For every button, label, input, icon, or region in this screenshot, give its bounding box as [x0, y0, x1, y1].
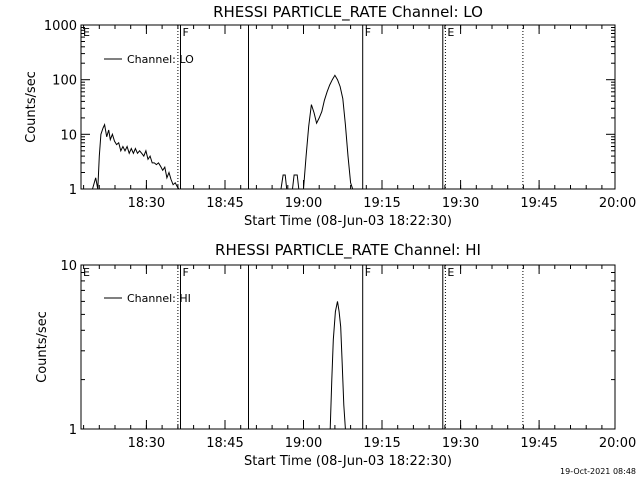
lo-marker-label-6: E — [447, 26, 454, 39]
lo-ylabel: Counts/sec — [24, 71, 39, 143]
lo-ytick-label-0: 1 — [69, 183, 77, 198]
lo-series — [92, 74, 354, 190]
lo-marker-label-4: F — [365, 26, 371, 39]
lo-series-line-0 — [92, 123, 180, 190]
lo-ytick-label-3: 1000 — [44, 19, 77, 34]
hi-panel: RHESSI PARTICLE_RATE Channel: HI E F F E 18… — [35, 241, 636, 469]
hi-ylabel: Counts/sec — [35, 311, 50, 383]
lo-panel: RHESSI PARTICLE_RATE Channel: LO E F F E 18… — [24, 3, 636, 229]
lo-xtick-label-6: 20:00 — [599, 196, 636, 211]
lo-title: RHESSI PARTICLE_RATE Channel: LO — [213, 3, 483, 22]
hi-marker-label-4: F — [365, 266, 371, 279]
hi-legend: Channel: HI — [104, 292, 191, 305]
hi-title: RHESSI PARTICLE_RATE Channel: HI — [215, 241, 481, 260]
hi-marker-label-2: F — [183, 266, 189, 279]
hi-plot-frame — [80, 264, 616, 430]
lo-series-line-1 — [279, 174, 289, 190]
lo-legend-label: Channel: LO — [127, 53, 194, 66]
hi-series-line-0 — [329, 301, 346, 430]
hi-xtick-label-2: 19:00 — [285, 436, 322, 451]
lo-plot-frame — [80, 24, 616, 190]
lo-xtick-label-2: 19:00 — [285, 196, 322, 211]
lo-xtick-label-4: 19:30 — [442, 196, 479, 211]
hi-series — [329, 301, 346, 430]
hi-xtick-label-5: 19:45 — [520, 436, 557, 451]
hi-ytick-label-1: 10 — [60, 259, 77, 274]
hi-xtick-label-4: 19:30 — [442, 436, 479, 451]
lo-xlabel: Start Time (08-Jun-03 18:22:30) — [244, 214, 452, 229]
hi-marker-label-0: E — [83, 266, 90, 279]
lo-xtick-label-0: 18:30 — [128, 196, 165, 211]
lo-legend: Channel: LO — [104, 53, 194, 66]
hi-xtick-label-0: 18:30 — [128, 436, 165, 451]
hi-xtick-label-6: 20:00 — [599, 436, 636, 451]
hi-legend-label: Channel: HI — [127, 292, 191, 305]
timestamp-stamp: 19-Oct-2021 08:48 — [560, 467, 636, 476]
hi-ytick-label-0: 1 — [69, 423, 77, 438]
lo-marker-label-0: E — [83, 26, 90, 39]
lo-xtick-label-3: 19:15 — [363, 196, 400, 211]
hi-xtick-label-1: 18:45 — [206, 436, 243, 451]
lo-ytick-label-2: 100 — [52, 74, 77, 89]
lo-ticks: 18:30 18:45 19:00 19:15 19:30 19:45 20:00 1 10 10… — [44, 19, 636, 211]
hi-xtick-label-3: 19:15 — [363, 436, 400, 451]
hi-marker-label-6: E — [447, 266, 454, 279]
lo-series-line-2 — [292, 174, 300, 190]
hi-xlabel: Start Time (08-Jun-03 18:22:30) — [244, 454, 452, 469]
hi-ticks: 18:30 18:45 19:00 19:15 19:30 19:45 20:00 1 10 — [60, 259, 636, 451]
lo-marker-label-2: F — [183, 26, 189, 39]
lo-series-line-3 — [303, 74, 354, 190]
lo-ytick-label-1: 10 — [60, 128, 77, 143]
lo-xtick-label-5: 19:45 — [520, 196, 557, 211]
lo-xtick-label-1: 18:45 — [206, 196, 243, 211]
